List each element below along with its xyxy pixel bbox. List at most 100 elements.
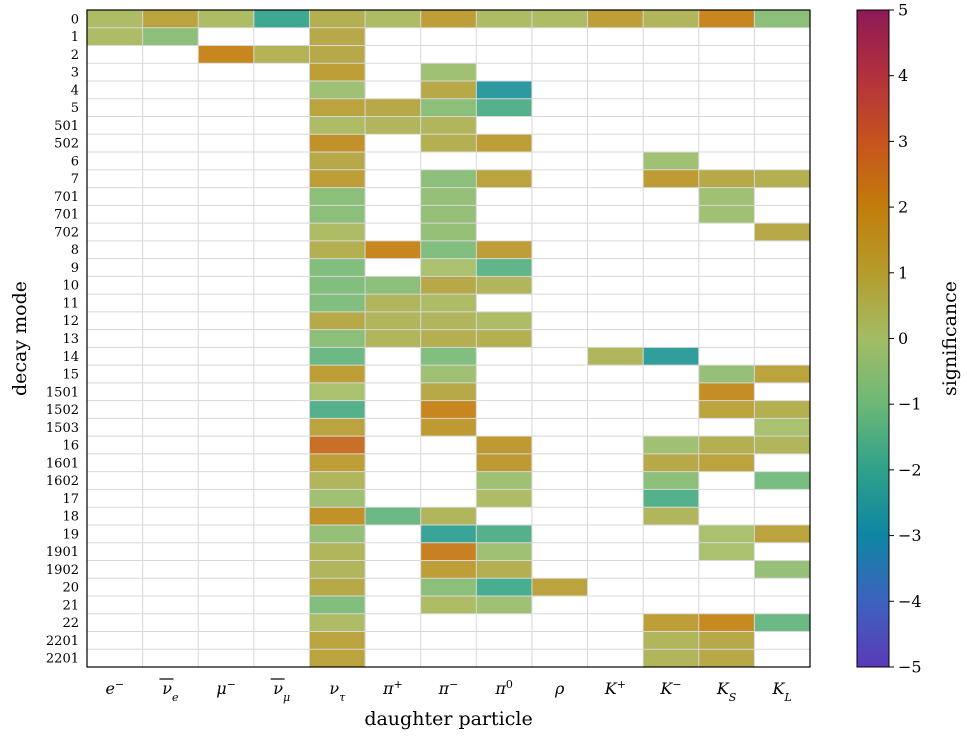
plot-frame [86,9,811,668]
heatmap-cell [754,418,810,437]
heatmap-cell [309,240,366,259]
heatmap-cell [309,595,366,614]
heatmap-cell [309,27,366,46]
heatmap-cell [309,169,366,188]
heatmap-cell [587,347,644,366]
heatmap-cell [420,116,477,135]
x-tick-label: K− [659,678,681,699]
heatmap-cell [309,276,366,295]
colorbar-tick-label: 5 [898,1,908,20]
x-tick-label: π+ [382,678,403,699]
heatmap-cell [643,347,699,366]
heatmap-cell [309,187,366,206]
heatmap-cell [643,453,699,472]
y-tick-label: 5 [71,101,79,116]
colorbar-tick-label: 2 [898,198,908,217]
y-tick-label: 10 [62,279,79,294]
y-tick-label: 2201 [46,652,79,667]
heatmap-cell [754,365,810,383]
heatmap-cell [309,116,366,135]
colorbar-tick-label: 3 [898,132,908,151]
heatmap-cell [420,223,477,241]
y-tick-label: 1503 [46,421,79,436]
heatmap-cell [365,116,421,135]
x-axis-label: daughter particle [364,708,532,730]
y-tick-label: 8 [71,243,79,258]
y-tick-label: 4 [71,83,79,98]
heatmap-cell [643,613,699,632]
heatmap-cell [754,400,810,419]
heatmap-cell [643,649,699,667]
x-tick-label: KL [772,679,792,704]
heatmap-cell [365,240,421,259]
x-tick-label: KS [716,679,737,704]
heatmap-cell [420,560,477,579]
heatmap-cell [309,134,366,153]
heatmap-cell [309,365,366,383]
heatmap-cell [643,169,699,188]
heatmap-cell [476,81,532,99]
heatmap-cell [142,10,199,28]
heatmap-cell [253,10,310,28]
heatmap-cell [309,436,366,454]
colorbar-label: significance [939,281,961,396]
heatmap-cell [309,453,366,472]
heatmap-cell [476,169,532,188]
heatmap-cell [643,507,699,525]
heatmap-cell [309,81,366,99]
y-tick-label: 7 [71,172,79,187]
heatmap-cell [309,613,366,632]
heatmap-cell [420,542,477,561]
heatmap-cell [476,471,532,490]
heatmap-cell [420,365,477,383]
heatmap-cell [420,347,477,366]
heatmap-cell [420,595,477,614]
heatmap-cell [365,98,421,117]
heatmap-cell [754,10,810,28]
heatmap-cell [309,347,366,366]
y-tick-label: 0 [71,12,79,27]
heatmap-cell [365,507,421,525]
y-tick-label: 1601 [46,456,79,471]
heatmap-cell [420,507,477,525]
heatmap-cell [476,489,532,508]
heatmap-cell [420,258,477,277]
y-tick-label: 15 [62,368,79,383]
colorbar-tick-label: −3 [898,526,922,545]
heatmap-cell [309,507,366,525]
heatmap-cell [531,10,588,28]
heatmap-cell [643,152,699,170]
heatmap-cell [365,329,421,348]
heatmap-cell [420,134,477,153]
heatmap-cell [420,63,477,82]
colorbar [856,9,890,668]
colorbar-ticks: 5 4 3 2 1 0 −1 −2 −3 −4 −5 [889,1,922,677]
heatmap-cell [420,240,477,259]
heatmap-cell [309,578,366,596]
colorbar-tick-label: −2 [898,460,922,479]
heatmap-cell [698,400,755,419]
heatmap-cell [476,276,532,295]
x-tick-label: ρ [554,679,565,698]
heatmap-cell [754,169,810,188]
x-tick-label: e− [105,678,124,699]
y-tick-label: 6 [71,154,79,169]
gridlines [87,10,810,667]
y-tick-label: 702 [54,225,79,240]
heatmap-cell [253,45,310,64]
heatmap-cell [309,98,366,117]
colorbar-tick-label: −5 [898,658,922,677]
heatmap-cell [365,276,421,295]
heatmap-cell [531,578,588,596]
heatmap-cell [309,45,366,64]
heatmap-cell [309,329,366,348]
heatmap-cell [309,294,366,312]
y-axis-label: decay mode [9,281,31,396]
heatmap-cell [643,10,699,28]
heatmap-cell [309,258,366,277]
x-tick-label: νe [162,679,179,704]
heatmap-cell [476,10,532,28]
heatmap-cell [420,382,477,401]
heatmap-cells [87,10,810,667]
